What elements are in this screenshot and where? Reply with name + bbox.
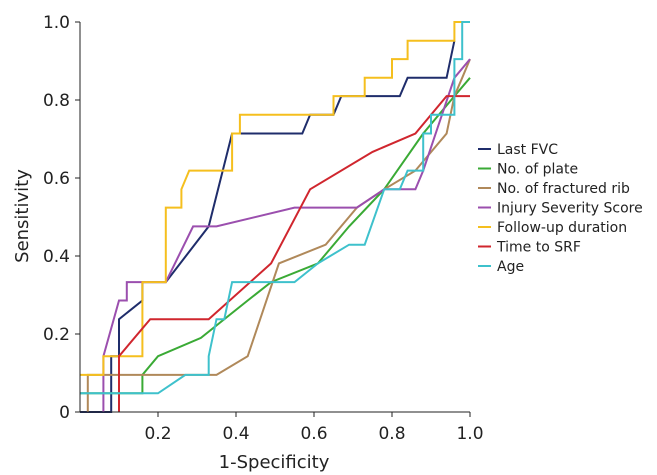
x-tick-label-1: 0.2 (144, 424, 171, 444)
x-tick-label-5: 1.0 (456, 424, 483, 444)
series-line-7 (80, 21, 470, 395)
y-tick-label-3: 0.4 (43, 247, 70, 267)
legend-label-7: Age (497, 259, 524, 275)
legend-label-6: Time to SRF (496, 240, 581, 256)
series-line-3 (86, 58, 471, 412)
y-tick-label-4: 0.6 (43, 169, 70, 189)
x-axis-title: 1-Specificity (219, 452, 330, 473)
series-line-5 (80, 21, 470, 376)
y-axis-title: Sensitivity (12, 169, 33, 263)
legend-label-4: Injury Severity Score (497, 201, 643, 217)
x-tick-label-2: 0.4 (222, 424, 249, 444)
x-tick-label-4: 0.8 (378, 424, 405, 444)
legend-label-1: Last FVC (497, 142, 558, 158)
plot-lines (80, 21, 471, 413)
series-line-2 (80, 77, 471, 395)
axes (79, 22, 470, 413)
series-line-4 (102, 58, 471, 412)
y-tick-label-6: 1.0 (43, 13, 70, 33)
y-tick-label-1: 0 (59, 403, 70, 423)
legend: Last FVC No. of plate No. of fractured rib… (478, 142, 643, 275)
legend-label-3: No. of fractured rib (497, 181, 630, 197)
legend-label-2: No. of plate (497, 162, 578, 178)
x-tick-label-3: 0.6 (300, 424, 327, 444)
y-tick-label-5: 0.8 (43, 91, 70, 111)
legend-label-5: Follow-up duration (497, 220, 627, 236)
y-tick-label-2: 0.2 (43, 325, 70, 345)
ticks: 0.2 0.4 0.6 0.8 1.0 0 0.2 0.4 0.6 0.8 1.0 (43, 13, 484, 444)
